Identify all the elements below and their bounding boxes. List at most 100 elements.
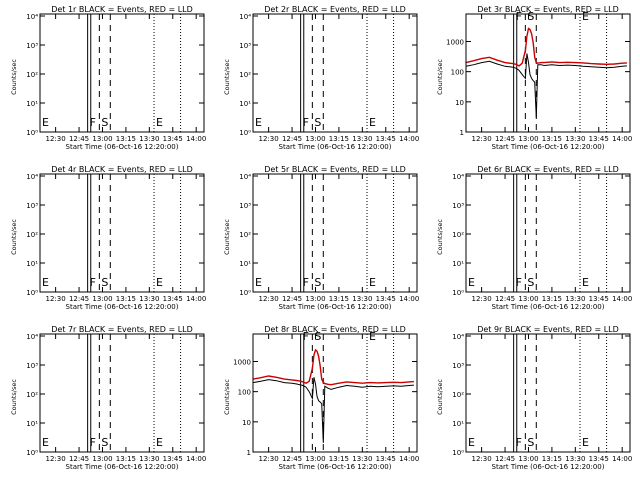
marker-f: F	[303, 276, 309, 289]
y-tick-label: 10²	[452, 391, 464, 399]
x-tick-label: 13:45	[589, 295, 609, 303]
marker-e-start: E	[468, 276, 475, 289]
marker-e-start: E	[255, 276, 262, 289]
x-tick-label: 12:30	[259, 295, 279, 303]
marker-e-start: E	[42, 276, 49, 289]
marker-e: E	[156, 116, 163, 129]
plot-frame	[39, 333, 205, 453]
x-tick-label: 12:30	[46, 455, 66, 463]
chart-panel-2: Det 2r BLACK = Events, RED = LLD Counts/s…	[223, 5, 419, 151]
x-axis-label: Start Time (06-Oct-16 12:20:00)	[279, 303, 392, 311]
y-tick-label: 10	[242, 419, 251, 427]
chart-panel-3: Det 3r BLACK = Events, RED = LLD Counts/s…	[436, 5, 632, 151]
y-tick-label: 10⁴	[26, 173, 38, 181]
plot-frame	[39, 173, 205, 293]
y-tick-label: 10⁰	[239, 129, 251, 137]
y-tick-label: 1000	[446, 38, 464, 46]
x-tick-label: 12:30	[259, 455, 279, 463]
marker-e: E	[369, 276, 376, 289]
x-tick-label: 13:15	[116, 295, 136, 303]
x-axis-label: Start Time (06-Oct-16 12:20:00)	[66, 463, 179, 471]
y-tick-label: 10³	[26, 362, 38, 370]
chart-panel-9: Det 9r BLACK = Events, RED = LLD Counts/s…	[436, 325, 632, 471]
x-axis-label: Start Time (06-Oct-16 12:20:00)	[279, 463, 392, 471]
chart-title: Det 1r BLACK = Events, RED = LLD	[51, 5, 193, 14]
x-tick-label: 12:30	[472, 135, 492, 143]
x-tick-label: 13:30	[139, 295, 159, 303]
y-axis-label: Counts/sec	[10, 59, 18, 95]
x-tick-label: 12:45	[69, 295, 89, 303]
marker-s: S	[527, 276, 534, 289]
y-tick-label: 100	[451, 69, 464, 77]
series-line-events	[465, 53, 627, 118]
x-tick-label: 13:00	[518, 455, 538, 463]
x-tick-label: 12:45	[282, 455, 302, 463]
x-tick-label: 12:30	[472, 455, 492, 463]
marker-f: F	[90, 276, 96, 289]
x-tick-label: 13:15	[329, 295, 349, 303]
marker-e: E	[582, 436, 589, 449]
chart-title: Det 6r BLACK = Events, RED = LLD	[477, 165, 619, 174]
x-tick-label: 14:00	[186, 455, 206, 463]
x-tick-label: 13:30	[565, 455, 585, 463]
x-tick-label: 12:30	[472, 295, 492, 303]
plot-frame	[465, 333, 631, 453]
marker-s: S	[101, 276, 108, 289]
x-axis-label: Start Time (06-Oct-16 12:20:00)	[279, 143, 392, 151]
y-tick-label: 10⁰	[26, 129, 38, 137]
y-tick-label: 10²	[26, 231, 38, 239]
y-tick-label: 10¹	[26, 420, 38, 428]
marker-s: S	[101, 116, 108, 129]
x-tick-label: 14:00	[186, 135, 206, 143]
x-tick-label: 13:30	[352, 135, 372, 143]
x-tick-label: 13:00	[518, 135, 538, 143]
y-tick-label: 10²	[452, 231, 464, 239]
x-tick-label: 12:45	[282, 135, 302, 143]
y-tick-label: 10⁰	[239, 289, 251, 297]
chart-title: Det 5r BLACK = Events, RED = LLD	[264, 165, 406, 174]
x-tick-label: 13:45	[163, 295, 183, 303]
marker-s: S	[314, 330, 321, 343]
chart-panel-8: Det 8r BLACK = Events, RED = LLD Counts/s…	[223, 325, 419, 471]
y-tick-label: 10¹	[239, 100, 251, 108]
y-tick-label: 100	[238, 389, 251, 397]
marker-f: F	[516, 436, 522, 449]
marker-e-start: E	[255, 116, 262, 129]
y-tick-label: 10³	[26, 202, 38, 210]
x-tick-label: 13:15	[542, 135, 562, 143]
y-tick-label: 10⁰	[26, 289, 38, 297]
x-tick-label: 13:00	[305, 135, 325, 143]
chart-panel-7: Det 7r BLACK = Events, RED = LLD Counts/s…	[10, 325, 206, 471]
y-tick-label: 1	[247, 449, 251, 457]
y-tick-label: 10⁰	[452, 289, 464, 297]
series-line-lld	[252, 348, 414, 386]
y-axis-label: Counts/sec	[223, 219, 231, 255]
x-tick-label: 13:45	[589, 135, 609, 143]
x-tick-label: 14:00	[399, 455, 419, 463]
x-tick-label: 13:00	[92, 295, 112, 303]
x-tick-label: 12:30	[46, 135, 66, 143]
x-tick-label: 14:00	[612, 455, 632, 463]
x-tick-label: 12:30	[46, 295, 66, 303]
x-tick-label: 13:45	[163, 455, 183, 463]
y-tick-label: 10³	[452, 362, 464, 370]
chart-title: Det 9r BLACK = Events, RED = LLD	[477, 325, 619, 334]
x-tick-label: 13:30	[565, 135, 585, 143]
x-tick-label: 13:30	[565, 295, 585, 303]
chart-panel-4: Det 4r BLACK = Events, RED = LLD Counts/s…	[10, 165, 206, 311]
marker-s: S	[527, 10, 534, 23]
chart-title: Det 7r BLACK = Events, RED = LLD	[51, 325, 193, 334]
y-tick-label: 10⁴	[452, 333, 464, 341]
marker-s: S	[527, 436, 534, 449]
x-tick-label: 12:45	[69, 135, 89, 143]
y-tick-label: 1000	[233, 358, 251, 366]
marker-e: E	[582, 10, 589, 23]
x-axis-label: Start Time (06-Oct-16 12:20:00)	[492, 463, 605, 471]
y-tick-label: 10	[455, 99, 464, 107]
marker-f: F	[516, 276, 522, 289]
plot-frame	[465, 13, 631, 133]
x-tick-label: 14:00	[399, 295, 419, 303]
series-line-events	[252, 377, 414, 443]
chart-title: Det 3r BLACK = Events, RED = LLD	[477, 5, 619, 14]
x-axis-label: Start Time (06-Oct-16 12:20:00)	[492, 303, 605, 311]
